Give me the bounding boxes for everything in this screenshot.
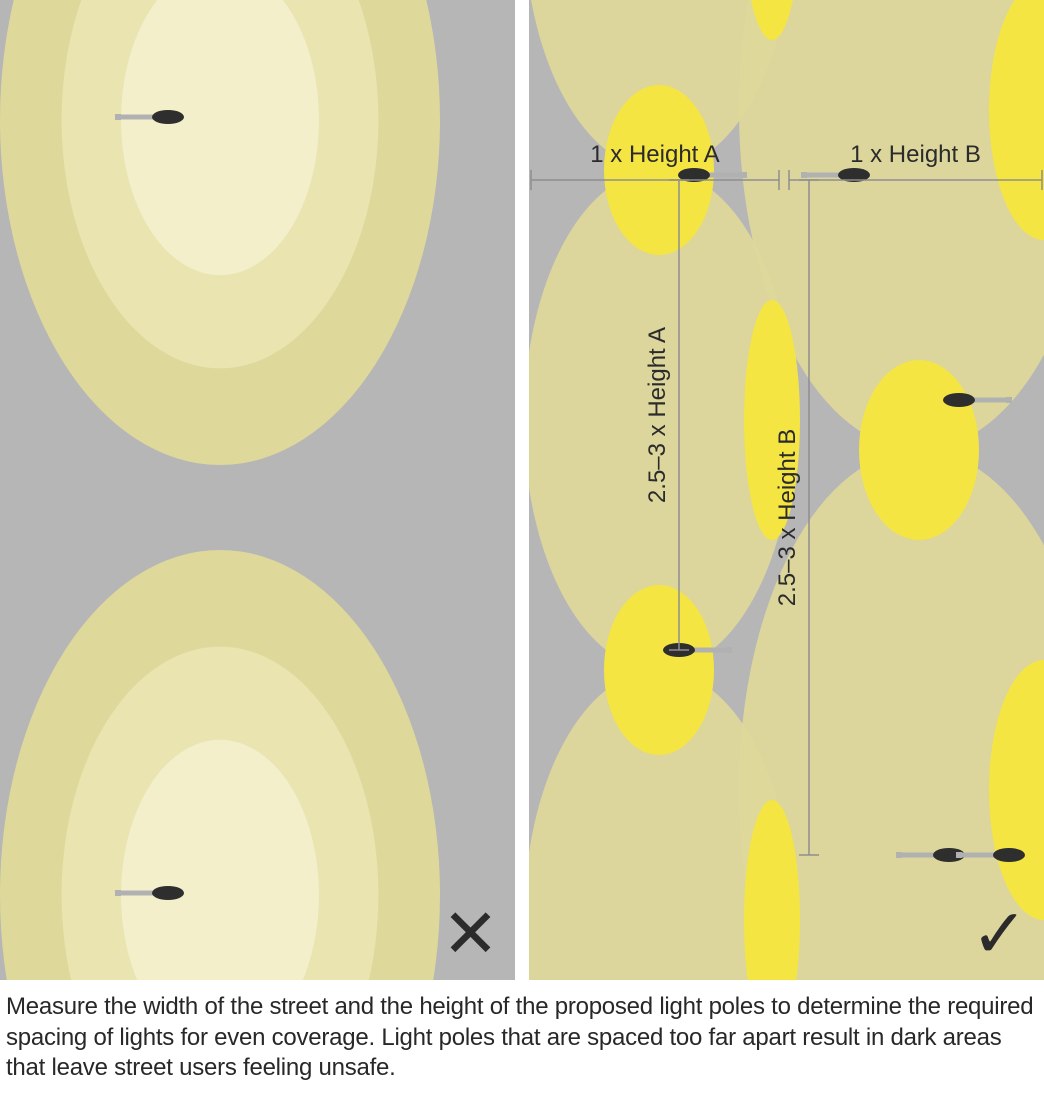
panels-row: ✕ 1 x Height A 1 x Height B 2.5–3 x Height… [0,0,1044,980]
panel-bad: ✕ [0,0,515,980]
figure-caption: Measure the width of the street and the … [0,980,1044,1094]
svg-text:1 x Height B: 1 x Height B [850,141,981,168]
svg-text:2.5–3 x Height B: 2.5–3 x Height B [774,429,801,606]
cross-icon: ✕ [442,900,499,968]
check-icon: ✓ [971,900,1028,968]
street-lighting-figure: ✕ 1 x Height A 1 x Height B 2.5–3 x Height… [0,0,1044,1094]
svg-text:1 x Height A: 1 x Height A [590,141,719,168]
panel-bad-svg [0,0,515,980]
panel-good-svg: 1 x Height A 1 x Height B 2.5–3 x Height A… [529,0,1044,980]
panel-good: 1 x Height A 1 x Height B 2.5–3 x Height A… [529,0,1044,980]
svg-text:2.5–3 x Height A: 2.5–3 x Height A [644,327,671,503]
